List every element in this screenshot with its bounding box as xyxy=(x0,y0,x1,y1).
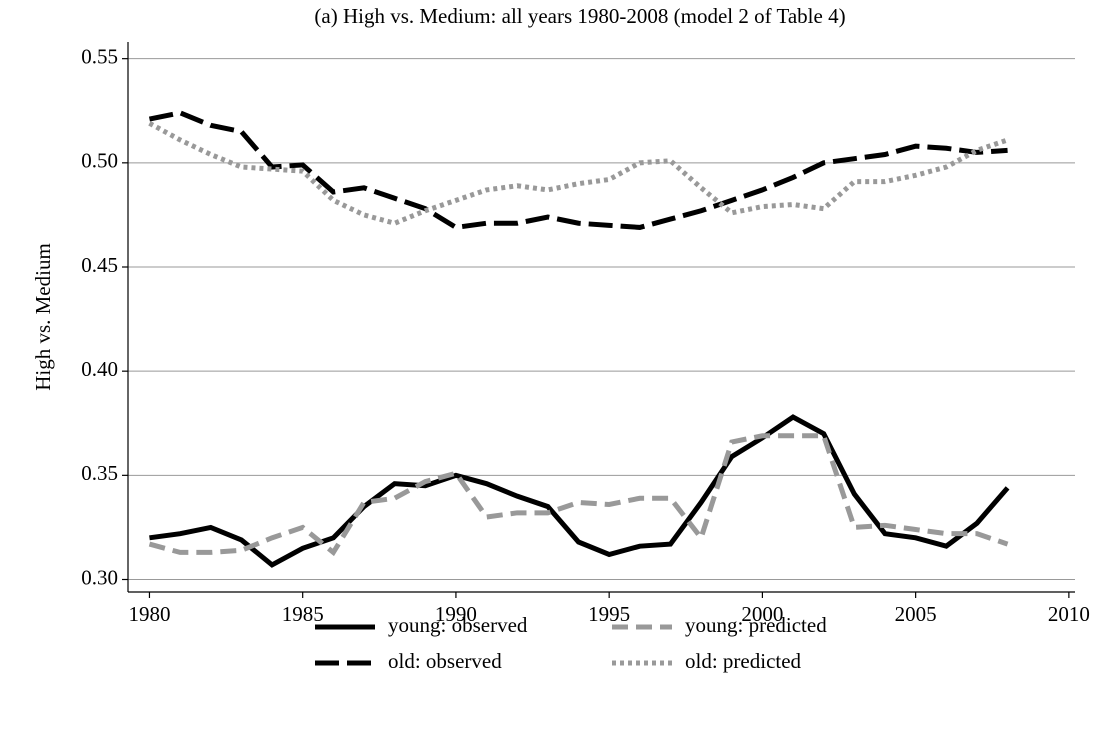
series-line xyxy=(148,433,1009,557)
y-tick-label: 0.35 xyxy=(81,461,118,485)
x-tick-label: 1985 xyxy=(282,602,324,626)
legend-label: young: observed xyxy=(388,613,528,637)
series-line xyxy=(148,121,1009,226)
series-line xyxy=(148,110,1008,231)
y-tick-label: 0.30 xyxy=(81,565,118,589)
legend-label: young: predicted xyxy=(685,613,827,637)
y-tick-label: 0.40 xyxy=(81,357,118,381)
x-tick-label: 2010 xyxy=(1048,602,1090,626)
y-tick-label: 0.55 xyxy=(81,44,118,68)
x-tick-label: 2000 xyxy=(741,602,783,626)
y-axis-label: High vs. Medium xyxy=(31,243,55,391)
y-tick-label: 0.45 xyxy=(81,253,118,277)
series-line xyxy=(149,414,1010,568)
x-tick-label: 1995 xyxy=(588,602,630,626)
y-tick-label: 0.50 xyxy=(81,149,118,173)
chart-title: (a) High vs. Medium: all years 1980-2008… xyxy=(314,4,845,28)
legend-label: old: predicted xyxy=(685,649,802,673)
x-tick-label: 2005 xyxy=(895,602,937,626)
x-tick-label: 1980 xyxy=(128,602,170,626)
legend-label: old: observed xyxy=(388,649,502,673)
x-tick-label: 1990 xyxy=(435,602,477,626)
